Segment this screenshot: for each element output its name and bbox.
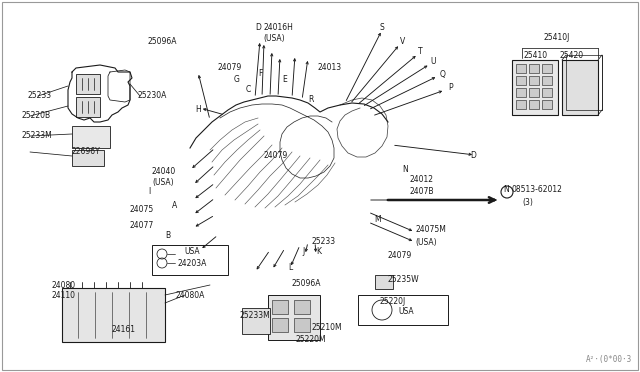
- Text: 2407B: 2407B: [410, 187, 435, 196]
- Bar: [375, 275, 393, 289]
- Text: 24016H: 24016H: [263, 23, 293, 32]
- Text: 24077: 24077: [130, 221, 154, 231]
- Bar: [152, 245, 228, 275]
- Text: 24110: 24110: [52, 292, 76, 301]
- Text: M: M: [374, 215, 381, 224]
- Bar: [516, 64, 526, 73]
- Text: 24040: 24040: [152, 167, 176, 176]
- Text: V: V: [400, 38, 405, 46]
- Text: 24080A: 24080A: [175, 291, 204, 299]
- Bar: [242, 308, 270, 334]
- Text: T: T: [418, 48, 422, 57]
- Bar: [562, 60, 598, 115]
- Text: (USA): (USA): [415, 237, 436, 247]
- Bar: [529, 64, 539, 73]
- Text: 25096A: 25096A: [292, 279, 321, 289]
- Bar: [542, 100, 552, 109]
- Text: G: G: [234, 76, 240, 84]
- Text: USA: USA: [398, 308, 413, 317]
- Text: 24012: 24012: [410, 176, 434, 185]
- Text: I: I: [148, 187, 150, 196]
- Text: D: D: [470, 151, 476, 160]
- Text: (USA): (USA): [263, 33, 285, 42]
- Text: 25230A: 25230A: [138, 92, 168, 100]
- Bar: [542, 76, 552, 85]
- Text: K: K: [316, 247, 321, 257]
- Text: 24079: 24079: [218, 64, 243, 73]
- Bar: [294, 300, 310, 314]
- Text: N: N: [503, 186, 509, 195]
- Text: 24161: 24161: [112, 326, 136, 334]
- Bar: [516, 76, 526, 85]
- Text: 25220J: 25220J: [380, 298, 406, 307]
- Text: R: R: [308, 96, 314, 105]
- Bar: [62, 288, 165, 342]
- Text: L: L: [288, 263, 292, 273]
- Text: 25220M: 25220M: [296, 336, 326, 344]
- Text: 24013: 24013: [318, 64, 342, 73]
- Bar: [516, 100, 526, 109]
- Text: Q: Q: [440, 70, 446, 78]
- Bar: [76, 97, 100, 117]
- Text: P: P: [448, 83, 452, 93]
- Text: 08513-62012: 08513-62012: [512, 186, 563, 195]
- Text: 25235W: 25235W: [388, 276, 420, 285]
- Text: 24079: 24079: [264, 151, 288, 160]
- Bar: [72, 150, 104, 166]
- Bar: [72, 126, 110, 148]
- Text: 25410: 25410: [523, 51, 547, 60]
- Text: 22696Y: 22696Y: [72, 148, 100, 157]
- Bar: [542, 64, 552, 73]
- Text: J: J: [302, 247, 304, 257]
- Text: A²·(0*00·3: A²·(0*00·3: [586, 355, 632, 364]
- Text: H: H: [195, 106, 201, 115]
- Text: 25210M: 25210M: [312, 324, 342, 333]
- Bar: [268, 295, 320, 340]
- Text: C: C: [246, 86, 252, 94]
- Bar: [529, 100, 539, 109]
- Text: E: E: [282, 76, 287, 84]
- Text: 25233M: 25233M: [240, 311, 271, 321]
- Text: B: B: [165, 231, 170, 241]
- Text: D: D: [255, 23, 261, 32]
- Bar: [516, 88, 526, 97]
- Text: 25233M: 25233M: [22, 131, 52, 141]
- Bar: [358, 295, 448, 325]
- Bar: [294, 318, 310, 332]
- Text: 25420: 25420: [560, 51, 584, 60]
- Text: N: N: [402, 166, 408, 174]
- Bar: [512, 60, 558, 115]
- Bar: [566, 55, 602, 110]
- Text: 24080: 24080: [52, 280, 76, 289]
- Bar: [529, 88, 539, 97]
- Text: USA: USA: [184, 247, 200, 257]
- Text: 24075M: 24075M: [415, 225, 446, 234]
- Bar: [529, 76, 539, 85]
- Text: (USA): (USA): [152, 177, 173, 186]
- Bar: [542, 88, 552, 97]
- Text: 25233: 25233: [312, 237, 336, 247]
- Text: 24079: 24079: [388, 251, 412, 260]
- Text: A: A: [172, 202, 177, 211]
- Text: 24203A: 24203A: [178, 260, 207, 269]
- Text: U: U: [430, 58, 435, 67]
- Text: F: F: [258, 70, 262, 78]
- Text: (3): (3): [522, 198, 533, 206]
- Bar: [76, 74, 100, 94]
- Text: 25096A: 25096A: [148, 38, 177, 46]
- Bar: [272, 318, 288, 332]
- Text: 25410J: 25410J: [544, 33, 570, 42]
- Text: 24075: 24075: [130, 205, 154, 215]
- Text: 25220B: 25220B: [22, 112, 51, 121]
- Bar: [272, 300, 288, 314]
- Text: S: S: [380, 23, 385, 32]
- Text: 25233: 25233: [28, 92, 52, 100]
